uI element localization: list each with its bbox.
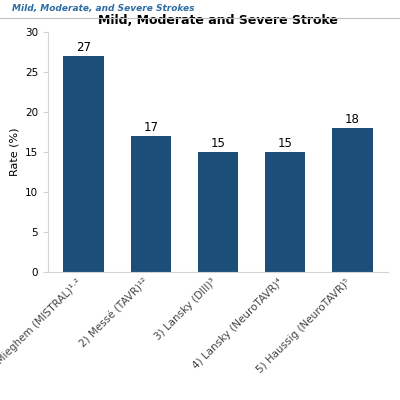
Text: 18: 18 bbox=[345, 113, 360, 126]
Text: Mild, Moderate, and Severe Strokes: Mild, Moderate, and Severe Strokes bbox=[12, 4, 194, 13]
Text: 17: 17 bbox=[143, 121, 158, 134]
Text: 27: 27 bbox=[76, 41, 91, 54]
Text: 15: 15 bbox=[278, 137, 293, 150]
Title: Mild, Moderate and Severe Stroke: Mild, Moderate and Severe Stroke bbox=[98, 14, 338, 27]
Y-axis label: Rate (%): Rate (%) bbox=[10, 128, 20, 176]
Bar bbox=[265, 152, 305, 272]
Bar bbox=[64, 56, 104, 272]
Bar bbox=[198, 152, 238, 272]
Bar bbox=[131, 136, 171, 272]
Text: 15: 15 bbox=[210, 137, 226, 150]
Bar bbox=[332, 128, 372, 272]
